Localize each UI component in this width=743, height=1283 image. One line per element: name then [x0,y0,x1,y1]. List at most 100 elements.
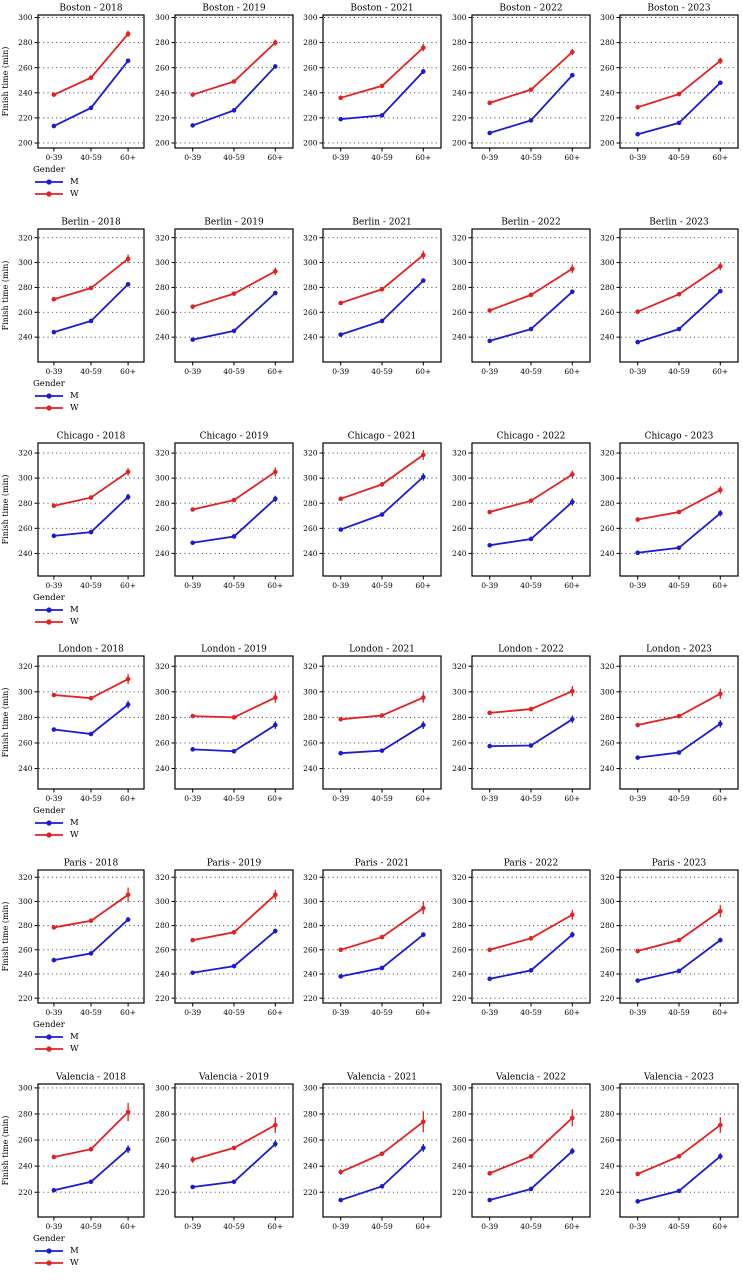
marker-M [125,1146,131,1152]
y-tick-label: 260 [601,739,616,748]
y-tick-label: 240 [155,88,170,97]
y-tick-label: 280 [303,498,318,507]
marker-W [125,677,131,682]
y-tick-label: 260 [18,308,33,317]
chart-panel-boston-2018: Boston - 2018 Finish time (min) 200 220 240 2… [1,4,145,162]
x-tick-label: 60+ [267,1008,283,1017]
y-tick-label: 280 [303,921,318,930]
panel-row: London - 2018 Finish time (min) 240 260 280 3… [0,641,743,805]
y-tick-label: 320 [452,233,467,242]
y-tick-label: 280 [452,498,467,507]
marker-W [487,710,492,716]
x-tick-label: 60+ [416,794,432,803]
y-tick-label: 240 [452,970,467,979]
y-tick-label: 220 [18,113,33,122]
y-tick-label: 300 [155,897,170,906]
legend-label: W [70,189,79,199]
x-tick-label: 0-39 [45,1222,62,1231]
line-W [340,254,425,304]
marker-W [338,300,344,306]
x-tick-label: 0-39 [630,794,647,803]
marker-W [272,695,278,701]
marker-W [88,1146,94,1152]
y-tick-label: 220 [452,994,467,1003]
marker-M [231,533,236,539]
marker-M [51,329,57,335]
chart-row-paris: Paris - 2018 Finish time (min) 220 240 260 28… [0,855,743,1069]
marker-W [379,934,385,940]
line-M [53,283,129,333]
marker-W [88,696,94,701]
x-tick-label: 40-59 [669,581,691,590]
legend-label: M [70,390,79,401]
marker-W [51,296,57,302]
legend-swatch-M [35,1034,63,1040]
chart-title: Boston - 2018 [59,4,122,14]
marker-M [635,1199,641,1204]
marker-W [338,1169,344,1175]
y-tick-label: 260 [452,308,467,317]
y-tick-label: 260 [18,63,33,72]
chart-panel-paris-2022: Paris - 2022 220 240 260 280 300 320 0-39 40-59 6… [452,859,591,1017]
chart-panel-chicago-2021: Chicago - 2021 240 260 280 300 320 0-39 40-59 60… [303,431,442,590]
x-tick-label: 0-39 [630,1222,647,1231]
y-tick-label: 320 [303,233,318,242]
marker-M [487,130,492,136]
chart-panel-london-2018: London - 2018 Finish time (min) 240 260 280 3… [1,645,145,803]
x-tick-label: 40-59 [223,367,245,376]
marker-M [677,120,682,126]
marker-W [635,1171,641,1177]
marker-W [51,503,57,508]
marker-M [487,744,492,749]
plot-frame [322,228,442,363]
marker-M [272,290,278,296]
y-tick-label: 300 [155,688,170,697]
marker-W [677,1154,682,1159]
y-tick-label: 320 [18,448,33,457]
chart-title: Paris - 2019 [206,859,261,869]
panel-cell: Valencia - 2018 Finish time (min) 220 240 26… [0,1069,149,1233]
y-tick-label: 300 [18,897,33,906]
marker-W [51,1154,57,1160]
panel-cell: Boston - 2019 200 220 240 260 280 300 0-39 40-59… [149,0,298,164]
panel-cell: Boston - 2023 200 220 240 260 280 300 0-39 40-59… [594,0,743,164]
marker-M [635,550,641,555]
x-tick-label: 40-59 [223,1222,245,1231]
y-tick-label: 240 [452,88,467,97]
chart-row-chicago: Chicago - 2018 Finish time (min) 240 260 280… [0,428,743,642]
marker-M [677,968,682,974]
y-axis-label: Finish time (min) [1,260,10,330]
marker-M [421,1145,426,1151]
marker-M [125,281,131,287]
marker-M [338,1197,344,1203]
marker-M [718,938,723,943]
y-tick-label: 280 [155,713,170,722]
chart-title: Chicago - 2023 [645,431,714,441]
marker-W [635,104,641,110]
panel-cell: Paris - 2023 220 240 260 280 300 320 0-39 40-59 6… [594,855,743,1019]
plot-frame [37,14,145,149]
x-tick-label: 0-39 [45,581,62,590]
marker-W [528,1154,534,1159]
chart-panel-valencia-2018: Valencia - 2018 Finish time (min) 220 240 26… [1,1072,145,1231]
panel-cell: Boston - 2021 200 220 240 260 280 300 0-39 40-59… [297,0,446,164]
chart-panel-berlin-2021: Berlin - 2021 240 260 280 300 320 0-39 40-59 60+ [303,217,442,376]
marker-W [528,87,534,92]
panel-cell: London - 2023 240 260 280 300 320 0-39 40-59 60+ [594,641,743,805]
y-tick-label: 220 [601,994,616,1003]
y-tick-label: 260 [601,308,616,317]
marker-W [231,930,236,935]
y-tick-label: 280 [18,713,33,722]
marker-M [635,755,641,761]
marker-M [231,1179,236,1185]
x-tick-label: 0-39 [332,1222,349,1231]
panel-row: Valencia - 2018 Finish time (min) 220 240 26… [0,1069,743,1233]
y-tick-label: 300 [18,688,33,697]
legend-title: Gender [33,165,65,175]
legend-label: M [70,1245,79,1256]
y-tick-label: 240 [303,765,318,774]
marker-W [528,498,534,503]
marker-W [231,715,236,721]
panel-cell: Paris - 2019 220 240 260 280 300 320 0-39 40-59 6… [149,855,298,1019]
line-W [53,678,129,700]
